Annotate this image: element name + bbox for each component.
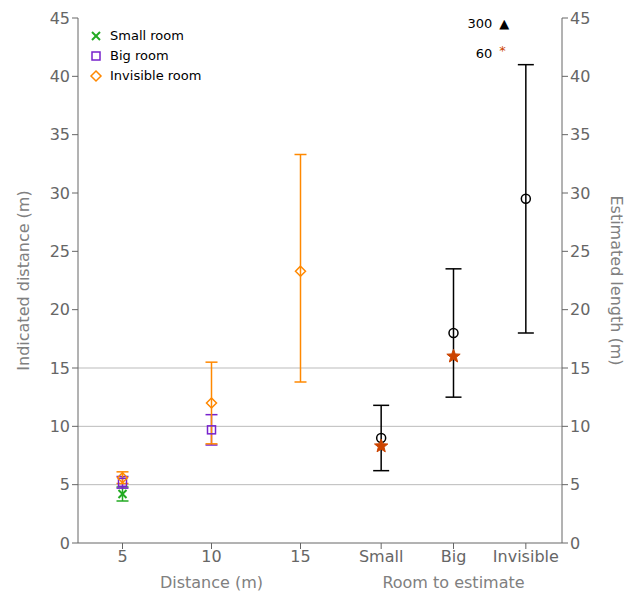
html-text:Small room: Small room xyxy=(110,28,184,43)
svg-text:25: 25 xyxy=(570,242,590,261)
svg-text:Estimated length (m): Estimated length (m) xyxy=(607,195,626,365)
svg-text:*: * xyxy=(499,43,506,58)
svg-text:Small: Small xyxy=(359,547,403,566)
svg-text:20: 20 xyxy=(570,300,590,319)
svg-text:Big: Big xyxy=(441,547,467,566)
svg-text:30: 30 xyxy=(570,184,590,203)
svg-text:5: 5 xyxy=(60,475,70,494)
svg-text:5: 5 xyxy=(570,475,580,494)
svg-text:45: 45 xyxy=(570,9,590,28)
svg-text:15: 15 xyxy=(570,359,590,378)
svg-text:35: 35 xyxy=(570,125,590,144)
svg-text:10: 10 xyxy=(570,417,590,436)
svg-text:20: 20 xyxy=(50,300,70,319)
svg-text:45: 45 xyxy=(50,9,70,28)
svg-text:Distance (m): Distance (m) xyxy=(160,573,263,592)
svg-text:60: 60 xyxy=(476,46,493,61)
svg-text:5: 5 xyxy=(117,547,127,566)
svg-text:0: 0 xyxy=(570,534,580,553)
svg-text:15: 15 xyxy=(50,359,70,378)
svg-text:35: 35 xyxy=(50,125,70,144)
svg-text:30: 30 xyxy=(50,184,70,203)
svg-text:0: 0 xyxy=(60,534,70,553)
html-text:Big room: Big room xyxy=(110,48,169,63)
svg-text:10: 10 xyxy=(50,417,70,436)
svg-text:Room to estimate: Room to estimate xyxy=(382,573,524,592)
svg-text:40: 40 xyxy=(570,67,590,86)
svg-text:15: 15 xyxy=(290,547,310,566)
svg-text:Invisible: Invisible xyxy=(493,547,559,566)
html-text:Invisible room: Invisible room xyxy=(110,68,202,83)
svg-text:Indicated distance (m): Indicated distance (m) xyxy=(14,190,33,370)
svg-text:25: 25 xyxy=(50,242,70,261)
svg-text:300: 300 xyxy=(467,18,492,31)
svg-text:40: 40 xyxy=(50,67,70,86)
svg-text:▲: ▲ xyxy=(499,18,509,31)
svg-text:10: 10 xyxy=(201,547,221,566)
